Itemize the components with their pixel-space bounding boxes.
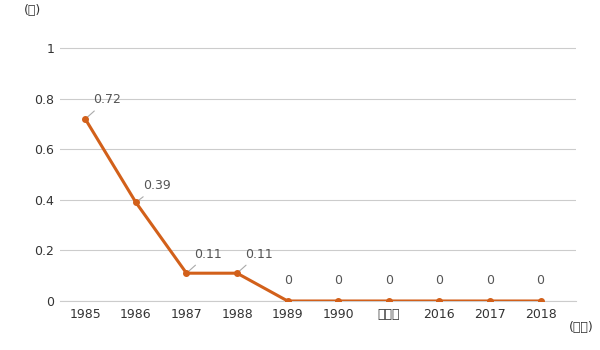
Text: 0: 0 (436, 274, 443, 287)
Text: 0.11: 0.11 (188, 247, 222, 271)
Text: (年度): (年度) (568, 321, 593, 335)
Text: 0: 0 (385, 274, 393, 287)
Text: 0.11: 0.11 (239, 247, 272, 271)
Text: 0: 0 (536, 274, 545, 287)
Text: 0: 0 (486, 274, 494, 287)
Text: 0.39: 0.39 (138, 179, 171, 201)
Text: 0.72: 0.72 (88, 93, 121, 117)
Text: 0: 0 (284, 274, 292, 287)
Text: (回): (回) (24, 4, 41, 17)
Text: 0: 0 (334, 274, 342, 287)
